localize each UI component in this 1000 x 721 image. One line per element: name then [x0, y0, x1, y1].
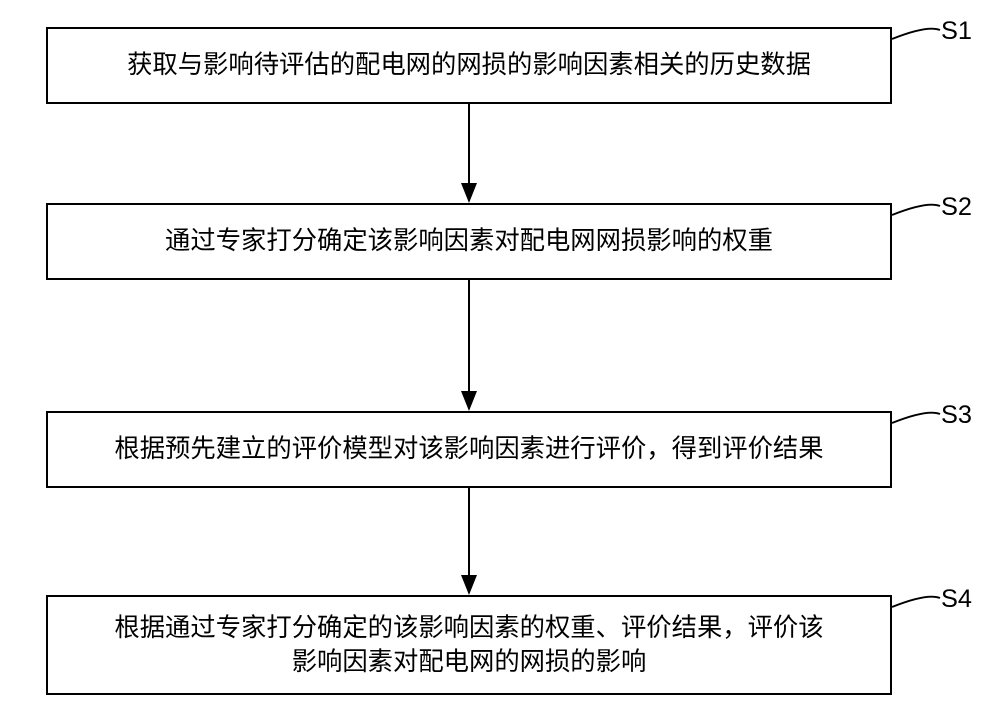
- arrow-head-icon: [461, 183, 477, 203]
- arrow-head-icon: [461, 391, 477, 411]
- leader-line: [892, 413, 940, 423]
- leader-line: [892, 597, 940, 607]
- leader-line: [892, 29, 940, 39]
- connectors-layer: [0, 0, 1000, 721]
- leader-line: [892, 205, 940, 215]
- arrow-head-icon: [461, 575, 477, 595]
